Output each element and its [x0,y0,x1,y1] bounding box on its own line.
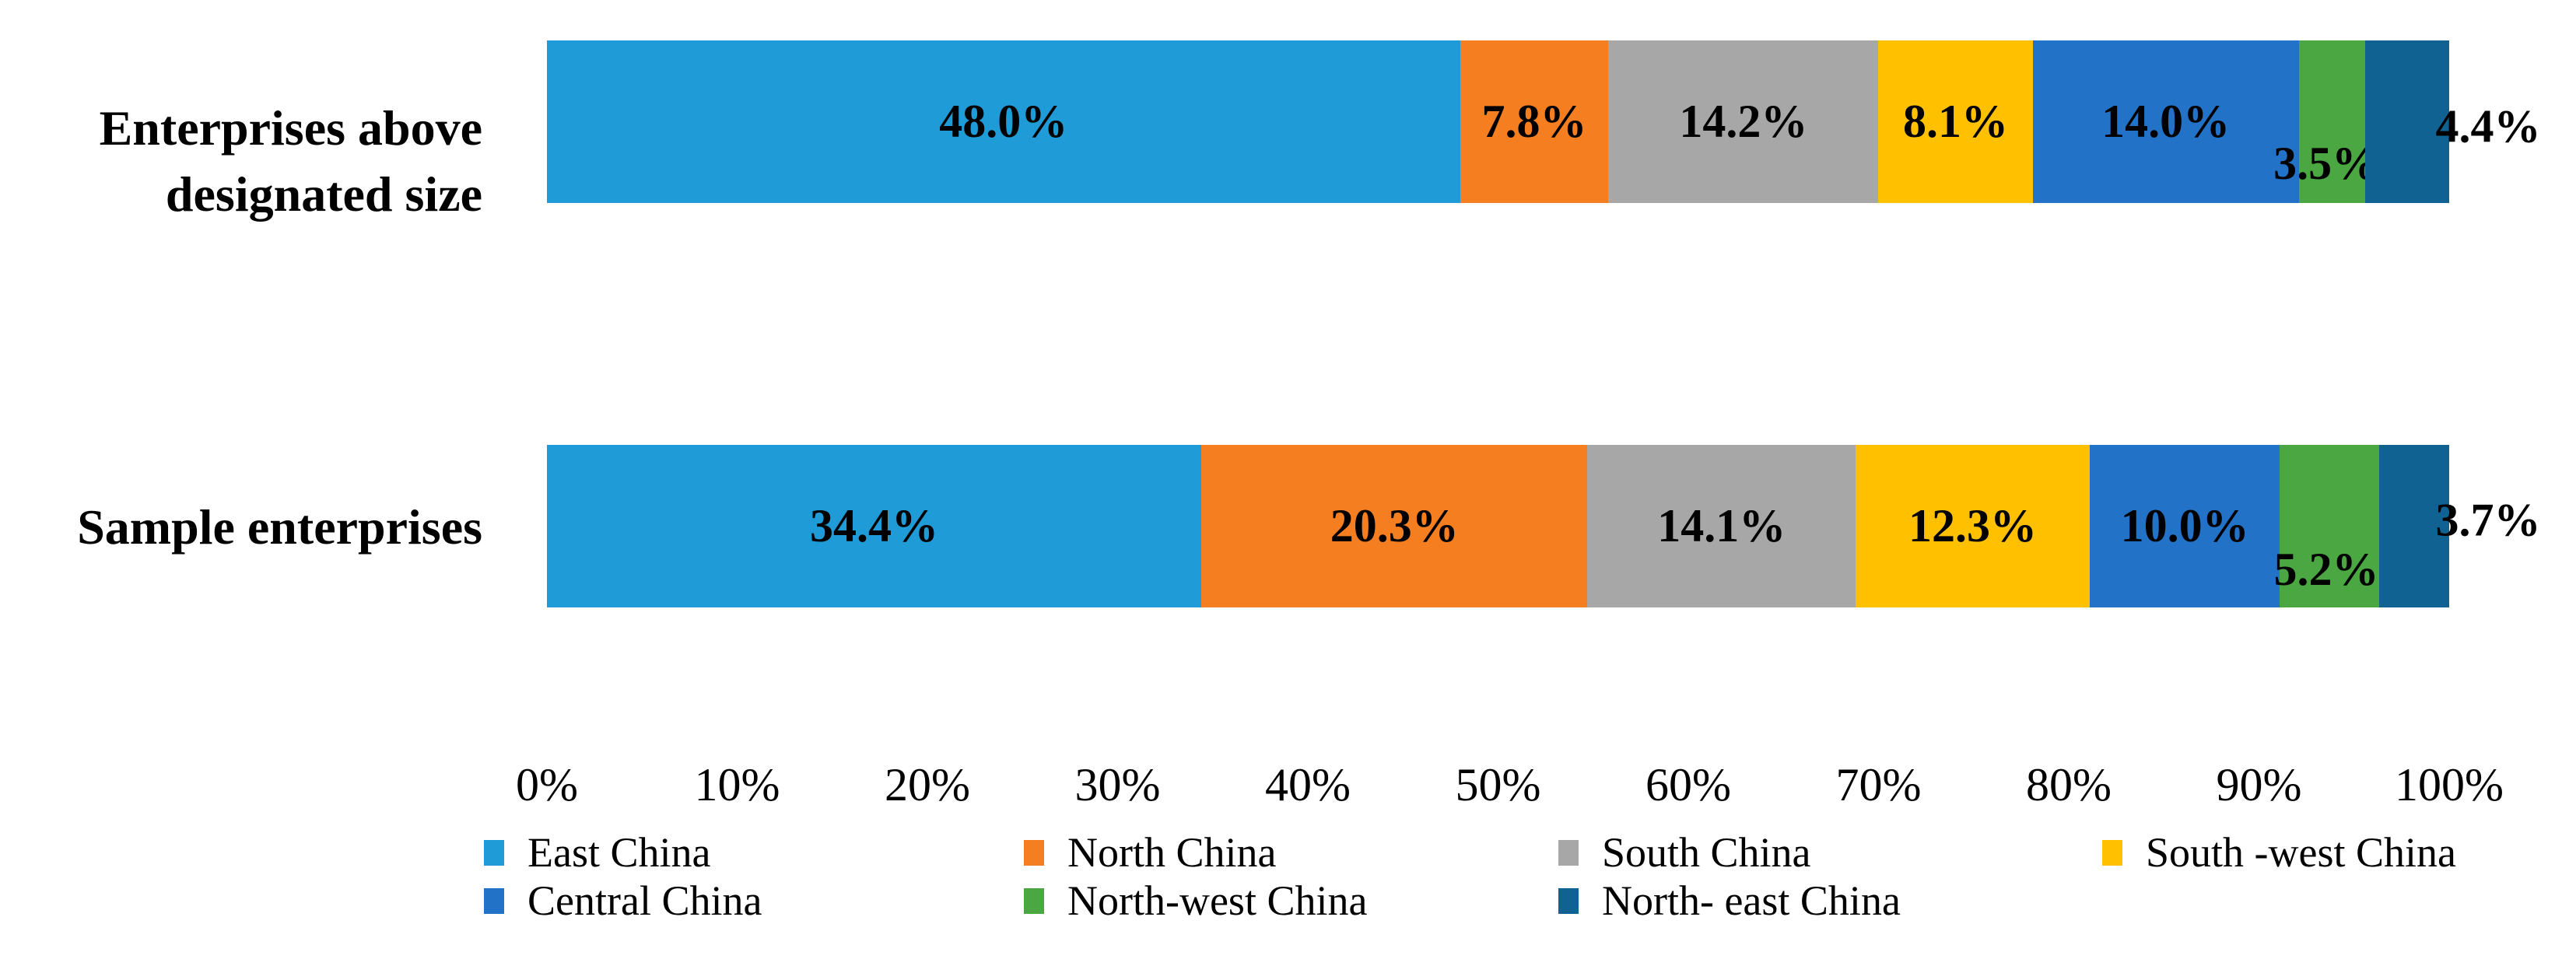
category-label-line: Sample enterprises [77,499,482,555]
legend-item-label: South -west China [2146,829,2456,876]
legend-item: East China [484,821,710,884]
bar-segment: 34.4% [547,445,1202,607]
legend-item: Central China [484,870,762,932]
legend-color-swatch [1024,887,1044,914]
legend-item-label: Central China [527,877,762,924]
x-axis-tick-label: 80% [2026,759,2112,810]
legend-item: North- east China [1558,870,1901,932]
data-label: 10.0% [2120,500,2249,551]
data-label: 3.7% [2435,494,2541,546]
legend-item-label: East China [527,829,711,876]
bar-segment: 12.3% [1856,445,2090,607]
bar-segment: 14.0% [2032,40,2299,203]
legend-item-label: North-west China [1067,877,1368,924]
data-label: 14.2% [1679,96,1808,147]
x-axis-tick-label: 10% [694,759,780,810]
legend-color-swatch [484,839,504,866]
legend-color-swatch [1024,839,1044,866]
bar-segment: 20.3% [1201,445,1588,607]
legend-color-swatch [484,887,504,914]
bar-row: 34.4% 20.3% 14.1% 12.3% 10.0% 5.2% [547,445,2449,607]
x-axis-tick-label: 70% [1835,759,1922,810]
bar-segment: 5.2% [2273,445,2379,607]
data-label: 20.3% [1330,500,1459,551]
x-axis-tick-label: 40% [1265,759,1351,810]
bar-segment: 7.8% [1460,40,1609,203]
bar-segment: 10.0% [2089,445,2280,607]
x-axis-tick-label: 50% [1455,759,1541,810]
data-label: 34.4% [810,500,939,551]
legend-color-swatch [1558,887,1579,914]
x-axis-tick-label: 0% [516,759,578,810]
category-label-line: Enterprises above [99,100,482,156]
data-label: 14.0% [2101,96,2231,147]
data-label: 4.4% [2435,100,2541,152]
legend-color-swatch [1558,839,1579,866]
bar-segment: 14.1% [1587,445,1856,607]
data-label: 7.8% [1481,96,1587,147]
data-label: 5.2% [2273,544,2379,595]
data-label: 12.3% [1908,500,2037,551]
bar-segment [2378,445,2449,607]
bar-segment: 8.1% [1878,40,2033,203]
x-axis-tick-label: 90% [2216,759,2302,810]
bar-segment: 3.5% [2273,40,2378,203]
legend-item: South -west China [2102,821,2456,884]
bar-segment [2365,40,2449,203]
category-label-line: designated size [165,166,482,222]
bar-segment: 14.2% [1608,40,1879,203]
legend-item: South China [1558,821,1811,884]
legend-item: North China [1024,821,1276,884]
legend-item-label: North- east China [1602,877,1901,924]
legend-item-label: South China [1602,829,1811,876]
bar-segment: 48.0% [547,40,1460,203]
x-axis-tick-label: 60% [1645,759,1731,810]
data-label: 48.0% [939,96,1068,147]
data-label: 8.1% [1903,96,2008,147]
category-label: Sample enterprises [0,494,482,560]
x-axis-tick-label: 100% [2395,759,2504,810]
bar-row: 48.0% 7.8% 14.2% 8.1% 14.0% 3.5% [547,40,2449,203]
legend-color-swatch [2102,839,2122,866]
legend-item-label: North China [1067,829,1277,876]
data-label: 14.1% [1657,500,1786,551]
legend-item: North-west China [1024,870,1367,932]
x-axis-tick-label: 20% [885,759,970,810]
data-label: 3.5% [2273,138,2379,189]
category-label: Enterprises above designated size [0,95,482,227]
x-axis-tick-label: 30% [1074,759,1161,810]
